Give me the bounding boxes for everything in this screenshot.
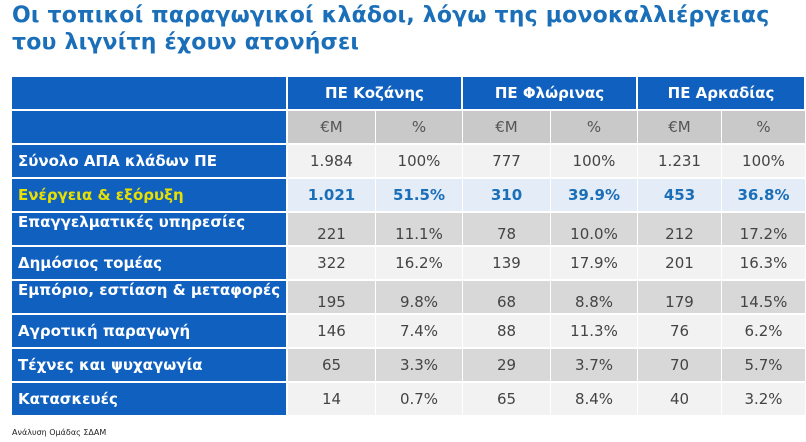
table-cell: 76 — [638, 315, 722, 349]
row-label-text: Εμπόριο, εστίαση & μεταφορές — [18, 282, 281, 299]
row-label: Ενέργεια & εξόρυξη — [12, 179, 288, 213]
table-cell: 29 — [463, 349, 551, 383]
unit-cell: % — [722, 111, 806, 145]
table-cell: 1.021 — [288, 179, 376, 213]
table-cell: 10.0% — [551, 213, 638, 247]
table-cell: 310 — [463, 179, 551, 213]
source-note: Ανάλυση Ομάδας ΣΔΑΜ — [12, 428, 107, 437]
header-corner — [12, 77, 288, 111]
table-row: Δημόσιος τομέας 322 16.2% 139 17.9% 201 … — [12, 247, 806, 281]
table-cell: 139 — [463, 247, 551, 281]
table-cell: 11.3% — [551, 315, 638, 349]
unit-cell: % — [551, 111, 638, 145]
table-cell: 1.984 — [288, 145, 376, 179]
table-cell: 16.2% — [376, 247, 463, 281]
row-label: Σύνολο ΑΠΑ κλάδων ΠΕ — [12, 145, 288, 179]
table-cell: 3.3% — [376, 349, 463, 383]
table-cell: 195 — [288, 281, 376, 315]
table-cell: 7.4% — [376, 315, 463, 349]
table-cell: 17.2% — [722, 213, 806, 247]
row-label: Επαγγελματικές υπηρεσίες — [12, 213, 288, 247]
table-row: Τέχνες και ψυχαγωγία 65 3.3% 29 3.7% 70 … — [12, 349, 806, 383]
table-cell: 3.7% — [551, 349, 638, 383]
table-row: Σύνολο ΑΠΑ κλάδων ΠΕ 1.984 100% 777 100%… — [12, 145, 806, 179]
table-cell: 100% — [376, 145, 463, 179]
table-cell: 9.8% — [376, 281, 463, 315]
table-cell: 78 — [463, 213, 551, 247]
table-cell: 100% — [551, 145, 638, 179]
table-cell: 8.8% — [551, 281, 638, 315]
table-cell: 0.7% — [376, 383, 463, 417]
table-cell: 100% — [722, 145, 806, 179]
table-cell: 51.5% — [376, 179, 463, 213]
table-cell: 70 — [638, 349, 722, 383]
unit-cell: % — [376, 111, 463, 145]
row-label: Αγροτική παραγωγή — [12, 315, 288, 349]
region-header-row: ΠΕ Κοζάνης ΠΕ Φλώρινας ΠΕ Αρκαδίας — [12, 77, 806, 111]
table-cell: 65 — [463, 383, 551, 417]
table-cell: 14 — [288, 383, 376, 417]
table-cell: 322 — [288, 247, 376, 281]
table-cell: 8.4% — [551, 383, 638, 417]
sector-table: ΠΕ Κοζάνης ΠΕ Φλώρινας ΠΕ Αρκαδίας €Μ % … — [12, 77, 806, 417]
table-cell: 65 — [288, 349, 376, 383]
row-label: Κατασκευές — [12, 383, 288, 417]
region-header-kozani: ΠΕ Κοζάνης — [288, 77, 463, 111]
table-row-highlight: Ενέργεια & εξόρυξη 1.021 51.5% 310 39.9%… — [12, 179, 806, 213]
row-label: Τέχνες και ψυχαγωγία — [12, 349, 288, 383]
table-cell: 6.2% — [722, 315, 806, 349]
region-header-arkadia: ΠΕ Αρκαδίας — [638, 77, 806, 111]
unit-cell: €Μ — [463, 111, 551, 145]
table-cell: 36.8% — [722, 179, 806, 213]
table-cell: 453 — [638, 179, 722, 213]
table-cell: 201 — [638, 247, 722, 281]
table-cell: 179 — [638, 281, 722, 315]
table-cell: 146 — [288, 315, 376, 349]
table-row: Κατασκευές 14 0.7% 65 8.4% 40 3.2% — [12, 383, 806, 417]
table-cell: 3.2% — [722, 383, 806, 417]
table-row: Αγροτική παραγωγή 146 7.4% 88 11.3% 76 6… — [12, 315, 806, 349]
table-cell: 11.1% — [376, 213, 463, 247]
table-cell: 40 — [638, 383, 722, 417]
table-cell: 777 — [463, 145, 551, 179]
unit-corner — [12, 111, 288, 145]
table-cell: 88 — [463, 315, 551, 349]
unit-cell: €Μ — [288, 111, 376, 145]
table-cell: 16.3% — [722, 247, 806, 281]
unit-header-row: €Μ % €Μ % €Μ % — [12, 111, 806, 145]
table-row: Επαγγελματικές υπηρεσίες 221 11.1% 78 10… — [12, 213, 806, 247]
unit-cell: €Μ — [638, 111, 722, 145]
table-cell: 221 — [288, 213, 376, 247]
table-cell: 5.7% — [722, 349, 806, 383]
page-title: Οι τοπικοί παραγωγικοί κλάδοι, λόγω της … — [12, 3, 770, 55]
table-cell: 212 — [638, 213, 722, 247]
row-label-text: Επαγγελματικές υπηρεσίες — [18, 214, 246, 231]
table-row: Εμπόριο, εστίαση & μεταφορές 195 9.8% 68… — [12, 281, 806, 315]
table-cell: 14.5% — [722, 281, 806, 315]
table-cell: 17.9% — [551, 247, 638, 281]
row-label: Εμπόριο, εστίαση & μεταφορές — [12, 281, 288, 315]
region-header-florina: ΠΕ Φλώρινας — [463, 77, 638, 111]
row-label: Δημόσιος τομέας — [12, 247, 288, 281]
table-cell: 39.9% — [551, 179, 638, 213]
table-cell: 68 — [463, 281, 551, 315]
table-cell: 1.231 — [638, 145, 722, 179]
